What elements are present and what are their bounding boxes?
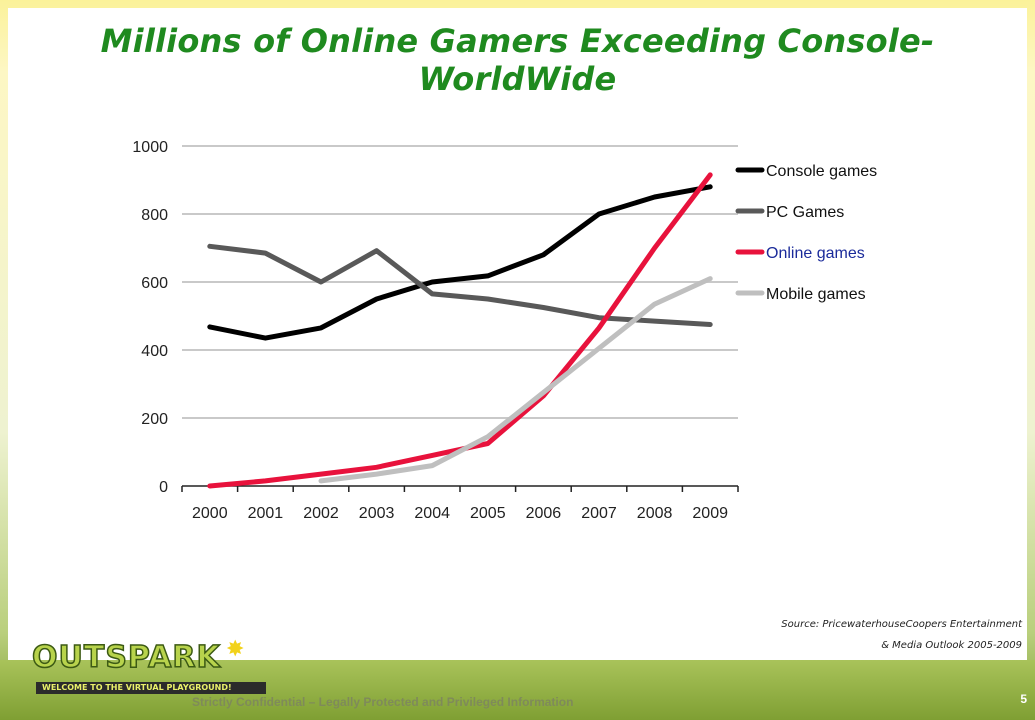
series-line-pc-games — [207, 243, 713, 327]
y-tick-label: 0 — [159, 479, 168, 496]
y-tick-label: 800 — [141, 207, 168, 224]
x-tick-label: 2006 — [526, 505, 562, 522]
outspark-logo: OUTSPARK ✸ WELCOME TO THE VIRTUAL PLAYGR… — [30, 636, 266, 696]
series-layer — [207, 172, 713, 489]
x-tick-label: 2000 — [192, 505, 228, 522]
slide-title: Millions of Online Gamers Exceeding Cons… — [100, 22, 935, 98]
legend-label: Online games — [766, 245, 865, 262]
source-note-line-1: Source: PricewaterhouseCoopers Entertain… — [781, 619, 1022, 630]
legend-label: PC Games — [766, 204, 844, 221]
axis-layer: 0 200 400 600 800 1000 2000 2001 2002 2003 2004 200… — [132, 139, 739, 522]
x-tick-label: 2008 — [637, 505, 673, 522]
y-tick-label: 1000 — [132, 139, 168, 156]
confidentiality-notice: Strictly Confidential – Legally Protecte… — [192, 695, 574, 709]
grid-layer — [182, 145, 738, 419]
x-tick-label: 2007 — [581, 505, 617, 522]
spark-star-icon: ✸ — [226, 636, 245, 661]
y-tick-label: 400 — [141, 343, 168, 360]
legend: Console games PC Games Online games Mobile … — [735, 163, 877, 303]
legend-label: Console games — [766, 163, 877, 180]
x-tick-label: 2003 — [359, 505, 395, 522]
slide-panel — [8, 8, 1027, 660]
page-number: 5 — [1020, 692, 1027, 706]
legend-label: Mobile games — [766, 286, 866, 303]
x-tick-label: 2005 — [470, 505, 506, 522]
x-tick-label: 2002 — [303, 505, 339, 522]
x-tick-label: 2004 — [414, 505, 450, 522]
y-tick-label: 600 — [141, 275, 168, 292]
x-tick-label: 2009 — [692, 505, 728, 522]
source-note-line-2: & Media Outlook 2005-2009 — [881, 640, 1022, 651]
series-line-console-games — [207, 184, 713, 341]
series-line-online-games — [207, 172, 713, 489]
x-tick-label: 2001 — [248, 505, 284, 522]
series-line-mobile-games — [318, 276, 713, 484]
y-tick-label: 200 — [141, 411, 168, 428]
logo-wordmark: OUTSPARK — [31, 639, 221, 676]
logo-tagline: WELCOME TO THE VIRTUAL PLAYGROUND! — [36, 682, 266, 694]
